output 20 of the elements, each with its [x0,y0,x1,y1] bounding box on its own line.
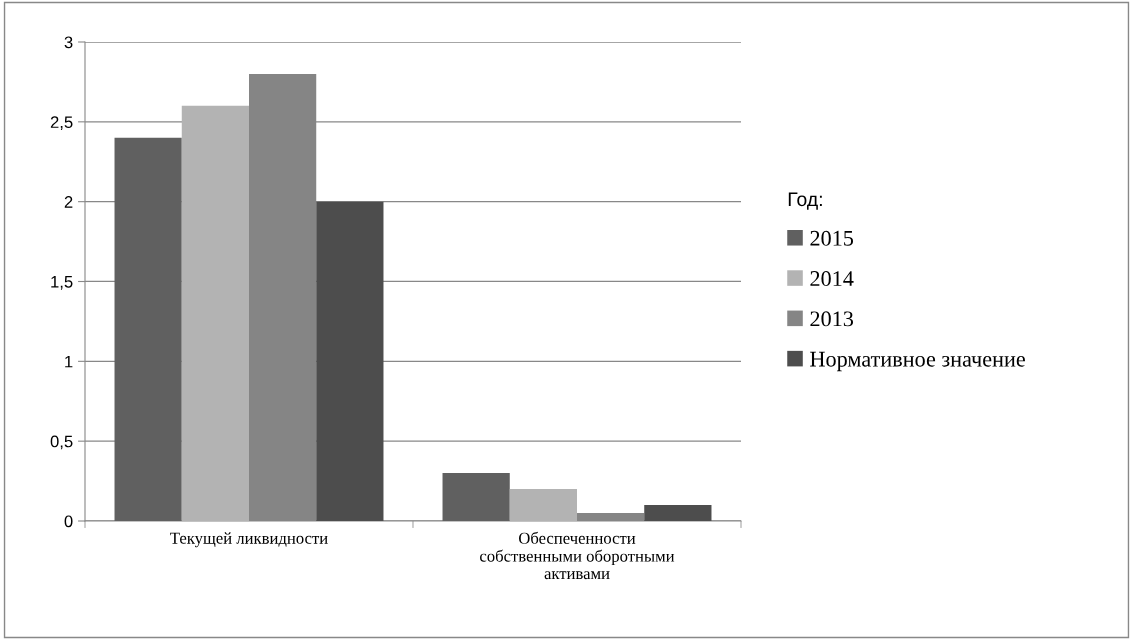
legend-label: 2014 [810,271,854,287]
y-tick-label: 0,5 [50,435,73,450]
legend-label: Нормативное значение [810,351,1025,372]
legend-label: 2013 [810,311,854,327]
y-tick-label: 2 [64,196,73,208]
bar [316,201,384,521]
y-tick-label: 1 [65,355,73,368]
y-tick-label: 2,5 [50,116,73,131]
y-tick-label: 3 [64,36,73,49]
bar [114,137,182,521]
bar [442,473,510,521]
x-tick-label: Обеспеченности собственными оборотными активами [480,531,675,580]
legend-label: 2015 [810,230,854,246]
legend-title: Год: [788,192,822,210]
bar [644,505,712,521]
y-tick-label: 0 [64,515,73,528]
x-tick-label: Текущей ликвидности [170,532,328,548]
bar [509,489,577,521]
bar [181,105,249,521]
y-tick-label: 1,5 [51,276,73,290]
